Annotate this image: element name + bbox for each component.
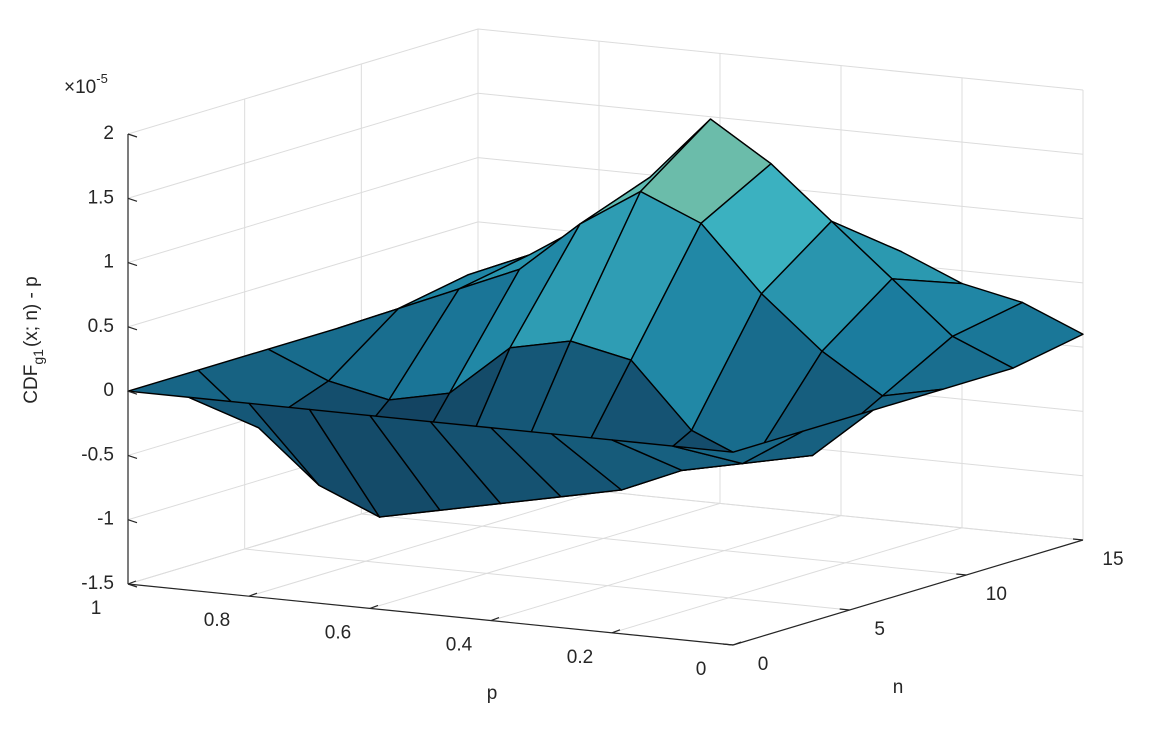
y-axis-label: n xyxy=(893,677,904,698)
axis-line xyxy=(732,539,1084,646)
surface-patch xyxy=(671,430,804,465)
x-tick-label: 0 xyxy=(696,659,707,680)
x-tick xyxy=(611,629,621,634)
y-grid-line xyxy=(361,513,967,576)
z-tick xyxy=(127,262,138,267)
z-tick xyxy=(127,390,138,395)
x-tick-label: 1 xyxy=(91,598,102,619)
z-label-rest: (x; n) - p xyxy=(21,276,42,347)
z-grid-line xyxy=(127,157,479,264)
x-tick-label: 0.4 xyxy=(446,635,473,656)
x-grid-line xyxy=(369,502,721,609)
z-grid-line xyxy=(127,221,479,328)
z-tick xyxy=(127,197,138,202)
z-tick-label: -1 xyxy=(97,509,114,530)
z-tick-label: 1 xyxy=(103,252,114,273)
z-tick-label: 1.5 xyxy=(88,187,114,208)
z-tick-label: 0.5 xyxy=(88,316,114,337)
axis-line xyxy=(127,583,734,646)
surface xyxy=(127,118,1084,518)
x-tick-label: 0.8 xyxy=(204,610,230,631)
z-grid-line xyxy=(127,28,479,135)
y-tick-label: 10 xyxy=(986,584,1007,605)
x-axis-label: p xyxy=(487,683,498,704)
y-tick xyxy=(1072,538,1084,541)
z-tick-label: 2 xyxy=(103,123,114,144)
z-tick xyxy=(127,454,138,459)
z-tick xyxy=(127,133,138,138)
x-grid-line xyxy=(248,490,600,597)
z-label-main: CDF xyxy=(21,365,42,404)
y-tick-label: 5 xyxy=(874,619,885,640)
z-axis-label: CDFg1 (x; n) - p xyxy=(21,276,46,403)
x-tick xyxy=(490,617,500,622)
z-tick-label: 0 xyxy=(103,380,114,401)
z-tick xyxy=(127,326,138,331)
z-grid-line xyxy=(477,28,1084,91)
y-tick-label: 0 xyxy=(758,654,769,675)
z-multiplier-exponent: -5 xyxy=(96,71,108,86)
y-tick xyxy=(839,608,850,611)
z-tick-label: -1.5 xyxy=(81,573,114,594)
z-grid-line xyxy=(477,92,1084,155)
x-tick xyxy=(248,592,258,597)
y-tick xyxy=(722,643,734,646)
y-tick-label: 15 xyxy=(1102,549,1123,570)
x-tick xyxy=(369,604,379,609)
z-multiplier-base: ×10 xyxy=(64,77,96,98)
y-grid-line xyxy=(244,548,850,611)
x-tick-label: 0.6 xyxy=(325,622,351,643)
x-tick-label: 0.2 xyxy=(567,647,593,668)
z-label-sub: g1 xyxy=(30,349,46,365)
z-multiplier: ×10-5 xyxy=(64,71,108,98)
z-tick xyxy=(127,519,138,524)
x-tick xyxy=(127,580,137,585)
z-grid-line xyxy=(127,92,479,199)
x-grid-line xyxy=(611,527,963,634)
y-tick xyxy=(956,573,967,576)
z-tick xyxy=(127,583,138,588)
z-tick-label: -0.5 xyxy=(81,444,114,465)
x-tick xyxy=(732,641,742,646)
x-grid-line xyxy=(490,515,842,622)
